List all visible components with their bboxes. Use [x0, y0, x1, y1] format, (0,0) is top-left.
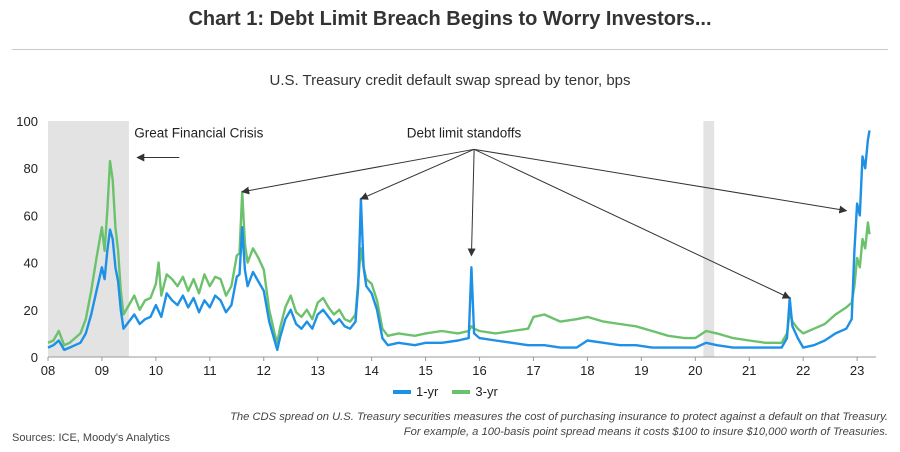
- series-line-1-yr: [47, 130, 871, 352]
- x-tick-label: 09: [95, 363, 109, 378]
- x-tick-label: 16: [472, 363, 486, 378]
- chart-legend: 1-yr 3-yr: [393, 384, 498, 399]
- x-tick-label: 17: [526, 363, 540, 378]
- legend-swatch-3yr: [452, 389, 471, 394]
- x-tick-label: 18: [580, 363, 594, 378]
- y-tick-label: 20: [24, 303, 38, 318]
- debt-limit-arrow-4: [474, 148, 848, 214]
- x-tick-label: 14: [364, 363, 378, 378]
- y-tick-label: 60: [24, 208, 38, 223]
- x-tick-label: 23: [850, 363, 864, 378]
- series-line-3-yr: [47, 159, 871, 347]
- debt-limit-arrow-3: [473, 148, 791, 299]
- x-tick-label: 08: [41, 363, 55, 378]
- chart-title: Chart 1: Debt Limit Breach Begins to Wor…: [188, 8, 712, 30]
- y-tick-label: 80: [24, 161, 38, 176]
- shaded-period-0: [48, 121, 129, 357]
- x-tick-label: 22: [796, 363, 810, 378]
- legend-swatch-1yr: [393, 389, 411, 394]
- debt-limit-arrow-2: [467, 149, 476, 257]
- annotation-debt-limit: Debt limit standoffs: [407, 126, 522, 141]
- chart-subtitle: U.S. Treasury credit default swap spread…: [269, 72, 631, 89]
- x-tick-label: 12: [257, 363, 271, 378]
- debt-limit-arrow-1: [359, 148, 475, 200]
- x-tick-label: 20: [688, 363, 702, 378]
- legend-item-3yr: 3-yr: [452, 384, 498, 399]
- x-tick-label: 19: [634, 363, 648, 378]
- chart-footnote: The CDS spread on U.S. Treasury securiti…: [230, 411, 888, 438]
- chart-source: Sources: ICE, Moody's Analytics: [12, 432, 170, 444]
- x-tick-label: 10: [149, 363, 163, 378]
- legend-label-3yr: 3-yr: [475, 384, 498, 399]
- debt-limit-arrow-0: [241, 148, 475, 195]
- legend-label-1yr: 1-yr: [416, 384, 439, 399]
- y-tick-label: 40: [24, 256, 38, 271]
- title-divider: [12, 49, 888, 50]
- x-tick-label: 13: [310, 363, 324, 378]
- annotation-gfc: Great Financial Crisis: [134, 126, 263, 141]
- x-tick-label: 11: [203, 363, 217, 378]
- shaded-period-1: [703, 121, 715, 357]
- x-tick-label: 15: [418, 363, 432, 378]
- legend-item-1yr: 1-yr: [393, 384, 438, 399]
- y-tick-label: 100: [16, 114, 38, 129]
- y-tick-label: 0: [31, 350, 38, 365]
- x-tick-label: 21: [742, 363, 756, 378]
